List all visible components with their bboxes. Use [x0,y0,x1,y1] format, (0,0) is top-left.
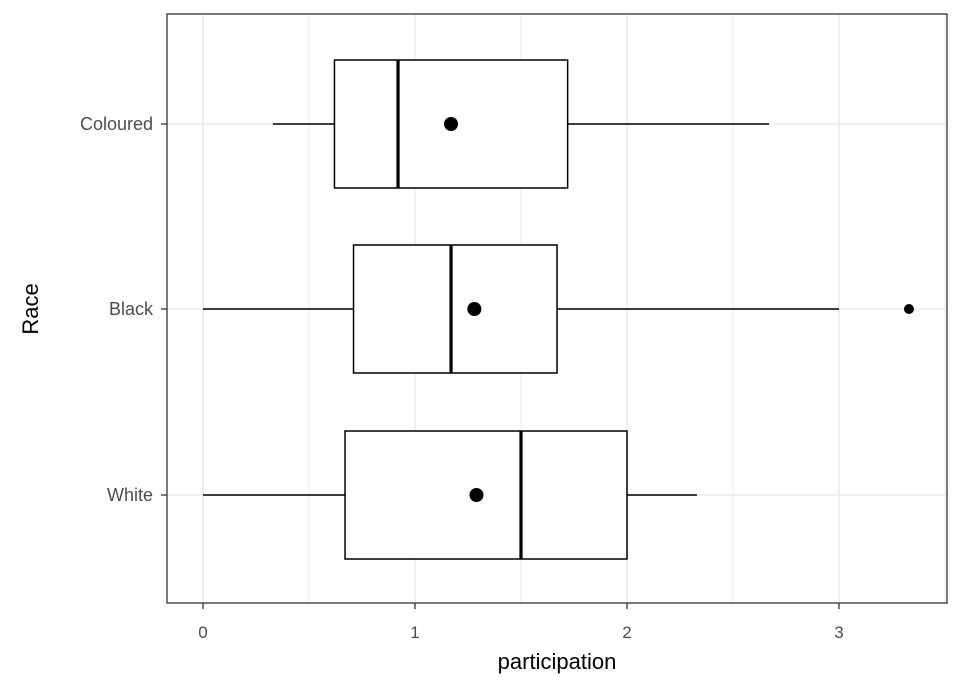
y-tick-label: Coloured [80,114,153,134]
mean-point [444,117,459,131]
box-coloured [272,59,770,189]
box-black [203,244,914,374]
outlier-point [903,304,914,314]
y-tick-label: Black [109,299,154,319]
box-layer [203,59,914,560]
mean-point [469,488,484,502]
box-white [203,430,697,560]
x-tick-label: 1 [410,623,419,642]
iqr-box [352,244,558,374]
y-tick-label: White [107,485,153,505]
x-tick-label: 2 [622,623,631,642]
axis-layer: 0 1 2 3 Coloured Black White [80,114,844,642]
iqr-box [344,430,628,560]
x-axis-title: participation [498,649,617,674]
y-axis-title: Race [18,283,43,334]
x-tick-label: 0 [198,623,207,642]
x-tick-label: 3 [834,623,843,642]
mean-point [467,302,482,316]
